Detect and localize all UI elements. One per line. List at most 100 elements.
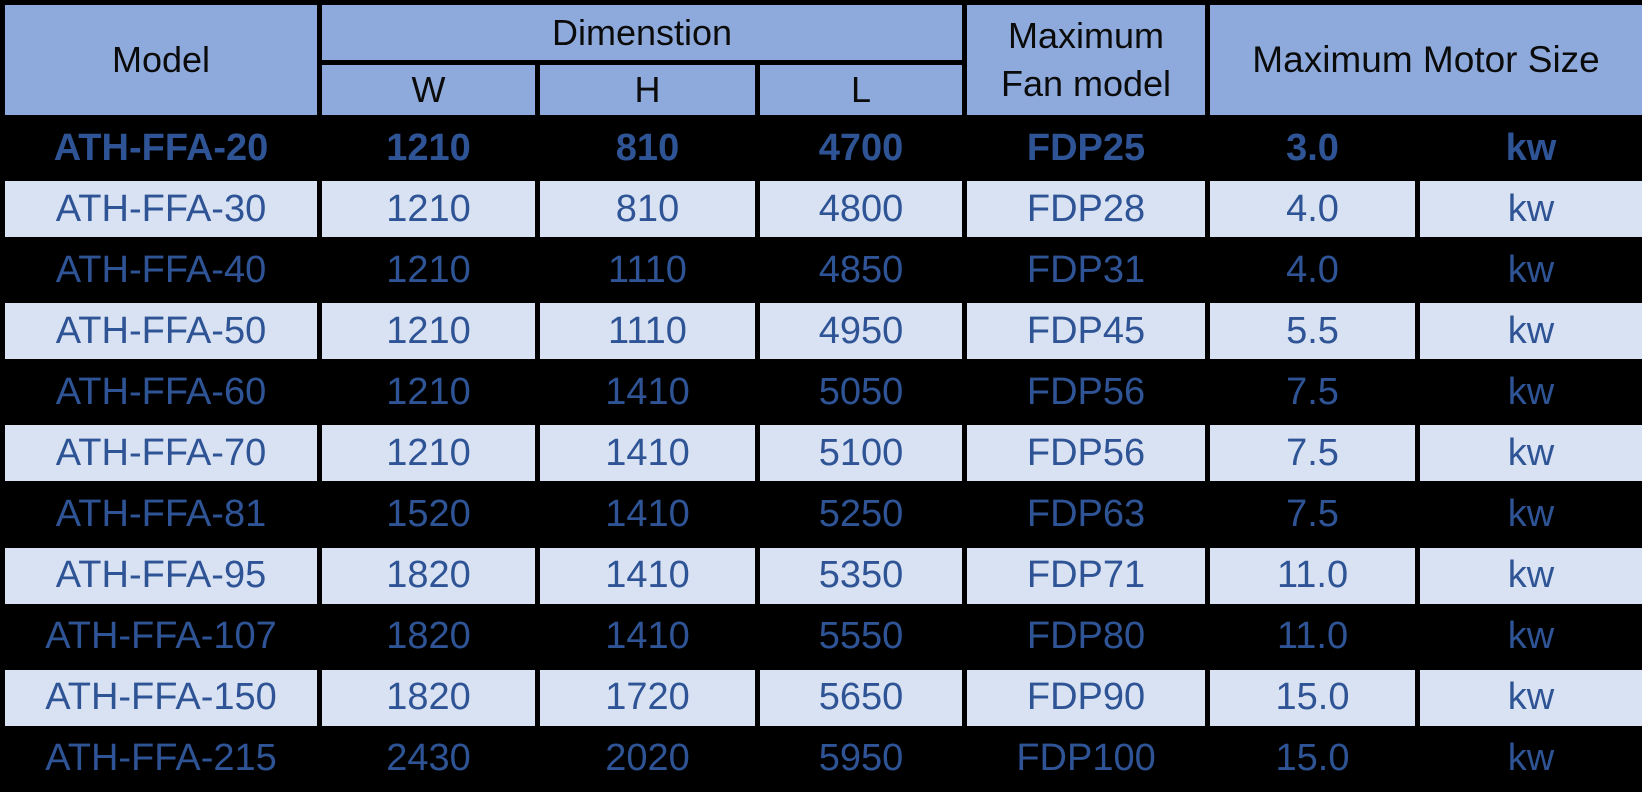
cell-width: 1210 [317,420,540,487]
cell-model: ATH-FFA-107 [0,603,322,670]
column-header-height: H [535,60,760,120]
cell-length: 5350 [754,542,968,609]
cell-width: 1210 [317,176,540,243]
cell-height: 1410 [535,542,760,609]
cell-model: ATH-FFA-95 [0,542,322,609]
cell-length: 5050 [754,359,968,426]
cell-motor-unit: kw [1415,603,1642,670]
cell-height: 2020 [535,725,760,792]
cell-fan-model: FDP45 [962,298,1211,365]
cell-fan-model: FDP31 [962,237,1211,304]
cell-length: 4850 [754,237,968,304]
table-row: ATH-FFA-40 1210 1110 4850 FDP31 4.0 kw [0,237,1642,304]
column-header-width: W [317,60,540,120]
cell-fan-model: FDP71 [962,542,1211,609]
cell-model: ATH-FFA-60 [0,359,322,426]
cell-length: 5950 [754,725,968,792]
cell-model: ATH-FFA-40 [0,237,322,304]
table-row: ATH-FFA-50 1210 1110 4950 FDP45 5.5 kw [0,298,1642,365]
cell-width: 1820 [317,603,540,670]
cell-model: ATH-FFA-20 [0,114,322,182]
cell-motor-unit: kw [1415,725,1642,792]
cell-motor-size: 7.5 [1205,359,1421,426]
cell-height: 810 [535,176,760,243]
table-row: ATH-FFA-70 1210 1410 5100 FDP56 7.5 kw [0,420,1642,487]
cell-model: ATH-FFA-70 [0,420,322,487]
cell-width: 1210 [317,114,540,182]
cell-length: 5650 [754,664,968,731]
cell-motor-unit: kw [1415,481,1642,548]
cell-motor-size: 5.5 [1205,298,1421,365]
table-row: ATH-FFA-150 1820 1720 5650 FDP90 15.0 kw [0,664,1642,731]
fan-model-header-line2: Fan model [1000,63,1172,104]
cell-motor-size: 11.0 [1205,603,1421,670]
cell-fan-model: FDP90 [962,664,1211,731]
cell-length: 5550 [754,603,968,670]
cell-motor-size: 7.5 [1205,420,1421,487]
cell-length: 5100 [754,420,968,487]
cell-width: 1210 [317,298,540,365]
table-row: ATH-FFA-60 1210 1410 5050 FDP56 7.5 kw [0,359,1642,426]
cell-length: 4950 [754,298,968,365]
column-header-dimension-group: Dimenstion [316,0,968,65]
cell-model: ATH-FFA-215 [0,725,322,792]
cell-height: 1110 [535,298,760,365]
cell-motor-size: 7.5 [1205,481,1421,548]
cell-fan-model: FDP56 [962,420,1211,487]
cell-motor-size: 15.0 [1205,725,1421,792]
cell-height: 1110 [535,237,760,304]
cell-motor-unit: kw [1415,237,1642,304]
column-header-length: L [754,60,968,120]
cell-width: 1520 [317,481,540,548]
cell-model: ATH-FFA-150 [0,664,322,731]
cell-length: 4800 [754,176,968,243]
cell-fan-model: FDP80 [962,603,1211,670]
cell-motor-size: 11.0 [1205,542,1421,609]
cell-motor-unit: kw [1415,542,1642,609]
cell-motor-unit: kw [1415,420,1642,487]
cell-fan-model: FDP100 [962,725,1211,792]
cell-length: 5250 [754,481,968,548]
cell-motor-unit: kw [1415,664,1642,731]
cell-width: 1210 [317,359,540,426]
cell-height: 1410 [535,603,760,670]
cell-height: 1410 [535,420,760,487]
cell-height: 1720 [535,664,760,731]
cell-width: 2430 [317,725,540,792]
cell-model: ATH-FFA-50 [0,298,322,365]
cell-fan-model: FDP28 [962,176,1211,243]
cell-height: 1410 [535,359,760,426]
column-header-fan-model: Maximum Fan model [962,0,1211,120]
cell-width: 1820 [317,664,540,731]
cell-motor-size: 4.0 [1205,237,1421,304]
cell-motor-unit: kw [1415,114,1642,182]
header-row-2: W H L [3,60,1642,120]
cell-fan-model: FDP63 [962,481,1211,548]
cell-motor-unit: kw [1415,176,1642,243]
fan-model-header-line1: Maximum [1008,15,1165,57]
table-row: ATH-FFA-215 2430 2020 5950 FDP100 15.0 k… [0,725,1642,792]
cell-width: 1820 [317,542,540,609]
table-row: ATH-FFA-30 1210 810 4800 FDP28 4.0 kw [0,176,1642,243]
cell-model: ATH-FFA-30 [0,176,322,243]
table-row: ATH-FFA-20 1210 810 4700 FDP25 3.0 kw [0,114,1642,182]
cell-length: 4700 [754,114,968,182]
table-row: ATH-FFA-107 1820 1410 5550 FDP80 11.0 kw [0,603,1642,670]
table-row: ATH-FFA-95 1820 1410 5350 FDP71 11.0 kw [0,542,1642,609]
column-header-model: Model [0,0,322,120]
header-row-1: Model Dimenstion Maximum Fan model Maxim… [0,0,1642,120]
cell-fan-model: FDP56 [962,359,1211,426]
cell-motor-unit: kw [1415,298,1642,365]
cell-width: 1210 [317,237,540,304]
cell-model: ATH-FFA-81 [0,481,322,548]
cell-height: 810 [535,114,760,182]
cell-fan-model: FDP25 [962,114,1211,182]
cell-height: 1410 [535,481,760,548]
table-header: Model Dimenstion Maximum Fan model Maxim… [0,0,1642,120]
cell-motor-size: 3.0 [1205,114,1421,182]
cell-motor-size: 4.0 [1205,176,1421,243]
cell-motor-size: 15.0 [1205,664,1421,731]
cell-motor-unit: kw [1415,359,1642,426]
